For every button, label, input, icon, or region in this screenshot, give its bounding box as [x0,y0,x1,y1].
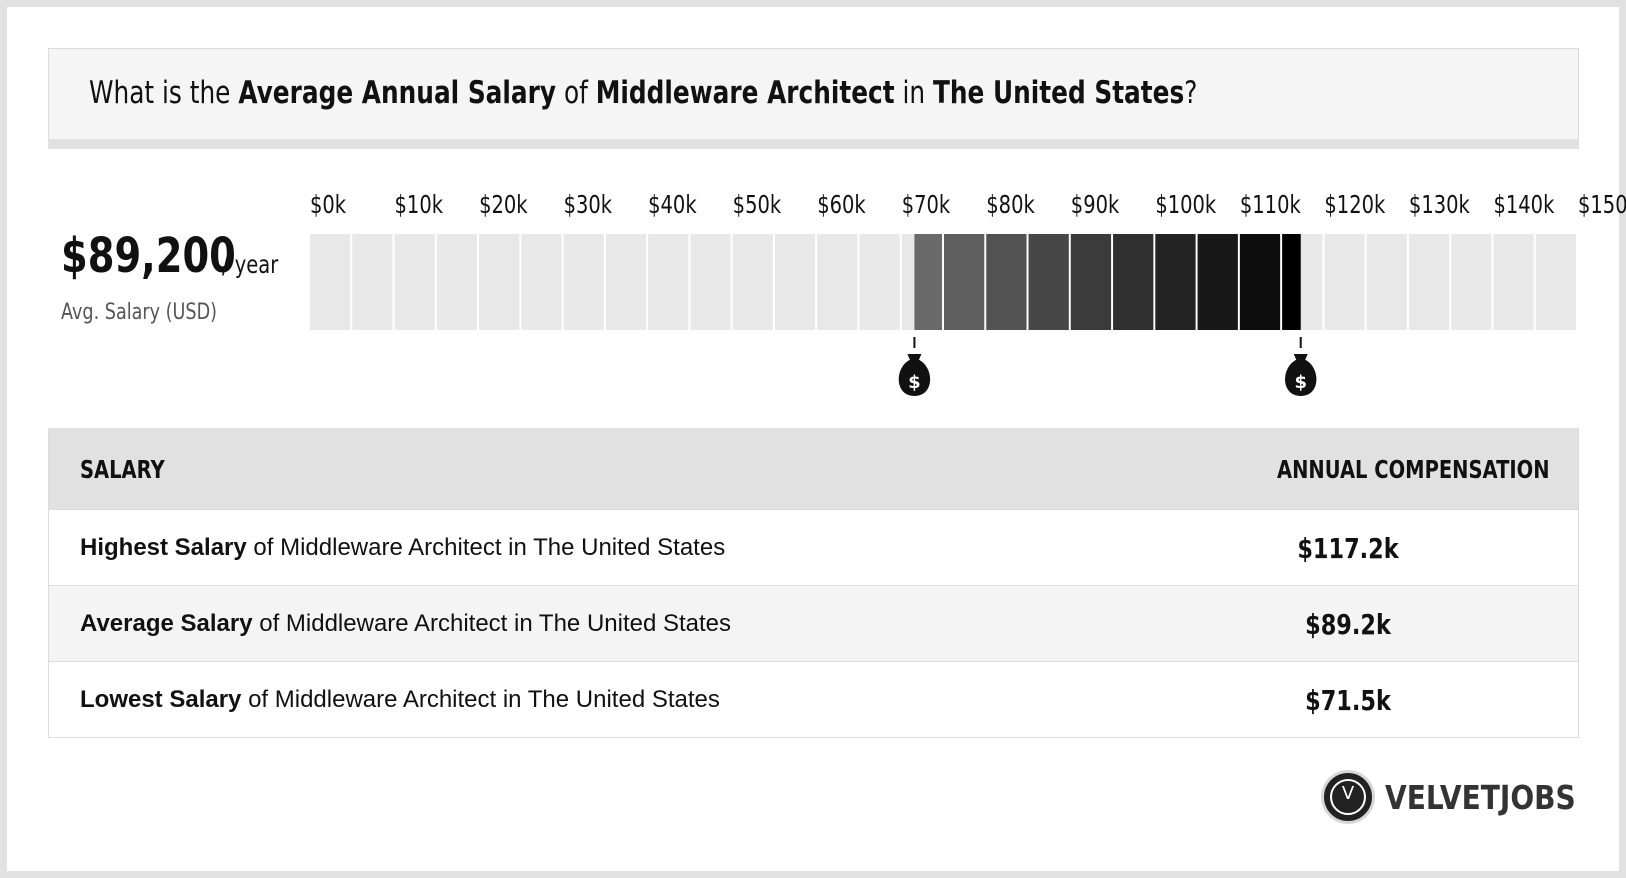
title-card: What is the Average Annual Salary of Mid… [48,48,1579,149]
title-part: in [894,75,933,111]
scale-segment [774,234,816,330]
table-row: Average Salary of Middleware Architect i… [49,585,1578,661]
title-part: The United States [932,75,1185,111]
tick-label: $110k [1240,191,1301,220]
tick-label: $0k [310,191,346,220]
page-title: What is the Average Annual Salary of Mid… [89,75,1197,111]
tick-label: $80k [986,191,1035,220]
row-label-rest: of Middleware Architect in The United St… [246,534,726,561]
tick-label: $60k [817,191,866,220]
row-label: Highest Salary of Middleware Architect i… [80,534,725,562]
tick-label: $140k [1493,191,1554,220]
highlight-segment [1113,234,1154,330]
row-label-rest: of Middleware Architect in The United St… [252,610,732,637]
highlight-segment [1155,234,1196,330]
scale-segment [1535,234,1576,330]
highlight-segment [914,234,942,330]
row-value: $71.5k [1305,684,1391,717]
scale-segment [732,234,773,330]
tick-label: $30k [564,191,613,220]
title-part: Average Annual Salary [238,75,557,111]
scale-segment [817,234,858,330]
tick-label: $20k [479,191,528,220]
tick-label: $150k+ [1578,191,1626,220]
table-row: Lowest Salary of Middleware Architect in… [49,661,1578,737]
scale-segment [521,234,562,330]
money-bag-icon-low: $ [898,337,931,396]
scale-segment [648,234,689,330]
row-label-bold: Lowest Salary [80,686,242,713]
scale-segment [563,234,604,330]
svg-text:$: $ [908,372,921,393]
highlight-segment [944,234,985,330]
row-value: $89.2k [1305,608,1391,641]
tick-label: $90k [1071,191,1120,220]
row-label: Lowest Salary of Middleware Architect in… [80,686,720,714]
salary-table: SALARY ANNUAL COMPENSATION Highest Salar… [48,428,1579,738]
scale-segment [310,234,351,330]
tick-label: $40k [648,191,697,220]
tick-label: $10k [395,191,444,220]
money-bag-icon-high: $ [1285,337,1317,396]
table-header: SALARY ANNUAL COMPENSATION [49,428,1578,509]
scale-segment [436,234,478,330]
logo-wordmark: VELVETJOBS [1385,778,1576,817]
scale-segment [1408,234,1450,330]
table-row: Highest Salary of Middleware Architect i… [49,509,1578,585]
tick-label: $130k [1409,191,1470,220]
row-label-rest: of Middleware Architect in The United St… [241,686,720,713]
average-salary-value: $89,200 [61,228,236,284]
title-part: ? [1184,75,1198,111]
row-label-bold: Highest Salary [80,534,247,561]
highlight-segment [1239,234,1281,330]
scale-segment [1451,234,1492,330]
scale-segment [394,234,435,330]
row-label: Average Salary of Middleware Architect i… [80,610,731,638]
header-salary: SALARY [80,455,165,484]
scale-segment [479,234,520,330]
highlight-segment [1028,234,1069,330]
average-salary-period: / year [222,250,279,279]
tick-label: $120k [1324,191,1385,220]
highlight-segment [986,234,1027,330]
highlight-segment [1197,234,1238,330]
highlight-segment [1282,234,1301,330]
average-salary-label: Avg. Salary (USD) [61,300,218,325]
highlight-segment [1070,234,1112,330]
salary-range-chart: $0k $10k $20k $30k $40k $50k $60k $70k $80k $90k $… [310,191,1626,396]
title-part: of [556,75,596,111]
tick-label: $70k [902,191,951,220]
header-annual-compensation: ANNUAL COMPENSATION [1277,455,1550,484]
scale-segment [352,234,393,330]
scale-segment [1366,234,1407,330]
scale-segment [605,234,647,330]
row-label-bold: Average Salary [80,610,253,637]
tick-label: $50k [733,191,782,220]
logo-letter: V [1341,783,1355,804]
title-part: What is the [89,75,239,111]
scale-segment [690,234,731,330]
svg-text:$: $ [1294,372,1307,393]
scale-segment [859,234,900,330]
row-value: $117.2k [1297,532,1399,565]
title-part: Middleware Architect [595,75,895,111]
logo-badge-icon [1321,770,1375,824]
scale-segment [1324,234,1365,330]
scale-segment [1493,234,1534,330]
tick-label: $100k [1155,191,1216,220]
